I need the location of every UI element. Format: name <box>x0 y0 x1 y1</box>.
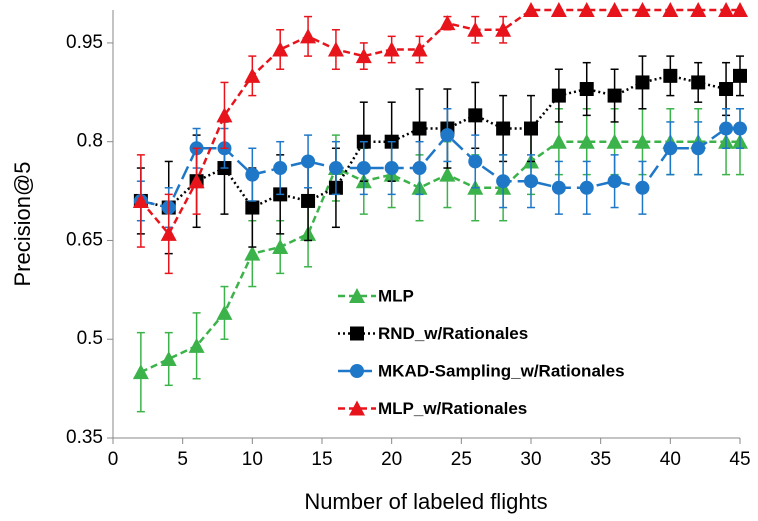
x-axis-label: Number of labeled flights <box>304 489 547 514</box>
marker <box>328 161 343 176</box>
marker <box>733 121 747 136</box>
marker <box>523 2 539 17</box>
x-tick-label: 40 <box>660 449 681 470</box>
marker <box>273 161 288 176</box>
legend-label: MKAD-Sampling_w/Rationales <box>378 361 625 380</box>
legend-label: MLP <box>378 286 414 305</box>
marker <box>272 41 289 57</box>
marker <box>216 107 233 123</box>
y-tick-label: 0.95 <box>66 32 103 53</box>
x-tick-label: 35 <box>590 449 611 470</box>
marker <box>732 2 748 17</box>
marker <box>663 68 678 83</box>
marker <box>635 180 650 195</box>
marker <box>300 28 317 44</box>
marker <box>160 225 177 241</box>
marker <box>690 2 707 17</box>
marker <box>719 121 734 136</box>
marker <box>301 193 316 208</box>
marker <box>132 364 149 380</box>
marker <box>635 75 650 90</box>
marker <box>496 174 511 189</box>
marker <box>356 161 371 176</box>
marker <box>578 133 595 149</box>
marker <box>691 75 706 90</box>
marker <box>216 304 233 320</box>
marker <box>662 2 679 17</box>
marker <box>718 2 735 17</box>
marker <box>440 128 455 143</box>
marker <box>607 88 622 103</box>
marker <box>634 133 651 149</box>
legend-marker <box>349 400 365 416</box>
marker <box>355 48 372 64</box>
marker <box>606 133 623 149</box>
marker <box>579 180 594 195</box>
legend-label: RND_w/Rationales <box>378 324 528 343</box>
y-tick-label: 0.5 <box>77 328 103 349</box>
marker <box>495 21 512 37</box>
marker <box>691 141 706 156</box>
marker <box>245 200 260 215</box>
legend-marker <box>349 288 365 303</box>
y-axis-label: Precision@5 <box>10 161 35 286</box>
marker <box>524 174 538 189</box>
x-tick-label: 5 <box>177 449 188 470</box>
marker <box>301 154 316 169</box>
y-tick-label: 0.65 <box>66 229 103 250</box>
x-tick-label: 10 <box>242 449 263 470</box>
marker <box>719 82 734 97</box>
marker <box>606 2 623 17</box>
marker <box>244 67 261 83</box>
x-tick-label: 25 <box>451 449 472 470</box>
marker <box>384 161 399 176</box>
marker <box>524 121 538 136</box>
legend-marker <box>350 364 364 378</box>
marker <box>578 2 595 17</box>
legend-label: MLP_w/Rationales <box>378 399 527 418</box>
marker <box>551 88 566 103</box>
x-tick-label: 30 <box>520 449 541 470</box>
marker <box>468 108 483 123</box>
marker <box>188 337 205 353</box>
x-tick-label: 45 <box>729 449 750 470</box>
marker <box>245 167 260 182</box>
marker <box>412 121 427 136</box>
marker <box>188 173 205 189</box>
marker <box>272 239 289 255</box>
y-tick-label: 0.8 <box>77 131 103 152</box>
marker <box>411 41 428 57</box>
marker <box>439 15 456 31</box>
marker <box>550 133 567 149</box>
marker <box>579 82 594 97</box>
marker <box>733 68 747 83</box>
legend-marker <box>350 326 364 341</box>
marker <box>634 2 651 17</box>
x-tick-label: 15 <box>311 449 332 470</box>
marker <box>551 180 566 195</box>
marker <box>383 41 400 57</box>
marker <box>550 2 567 17</box>
marker <box>244 245 261 261</box>
marker <box>496 121 511 136</box>
marker <box>160 350 177 366</box>
marker <box>132 192 149 208</box>
y-tick-label: 0.35 <box>66 427 103 448</box>
marker <box>607 174 622 189</box>
marker <box>327 41 344 57</box>
marker <box>468 154 483 169</box>
x-tick-label: 0 <box>108 449 119 470</box>
x-tick-label: 20 <box>381 449 402 470</box>
marker <box>467 21 484 37</box>
marker <box>412 161 427 176</box>
marker <box>663 141 678 156</box>
marker <box>439 166 456 182</box>
